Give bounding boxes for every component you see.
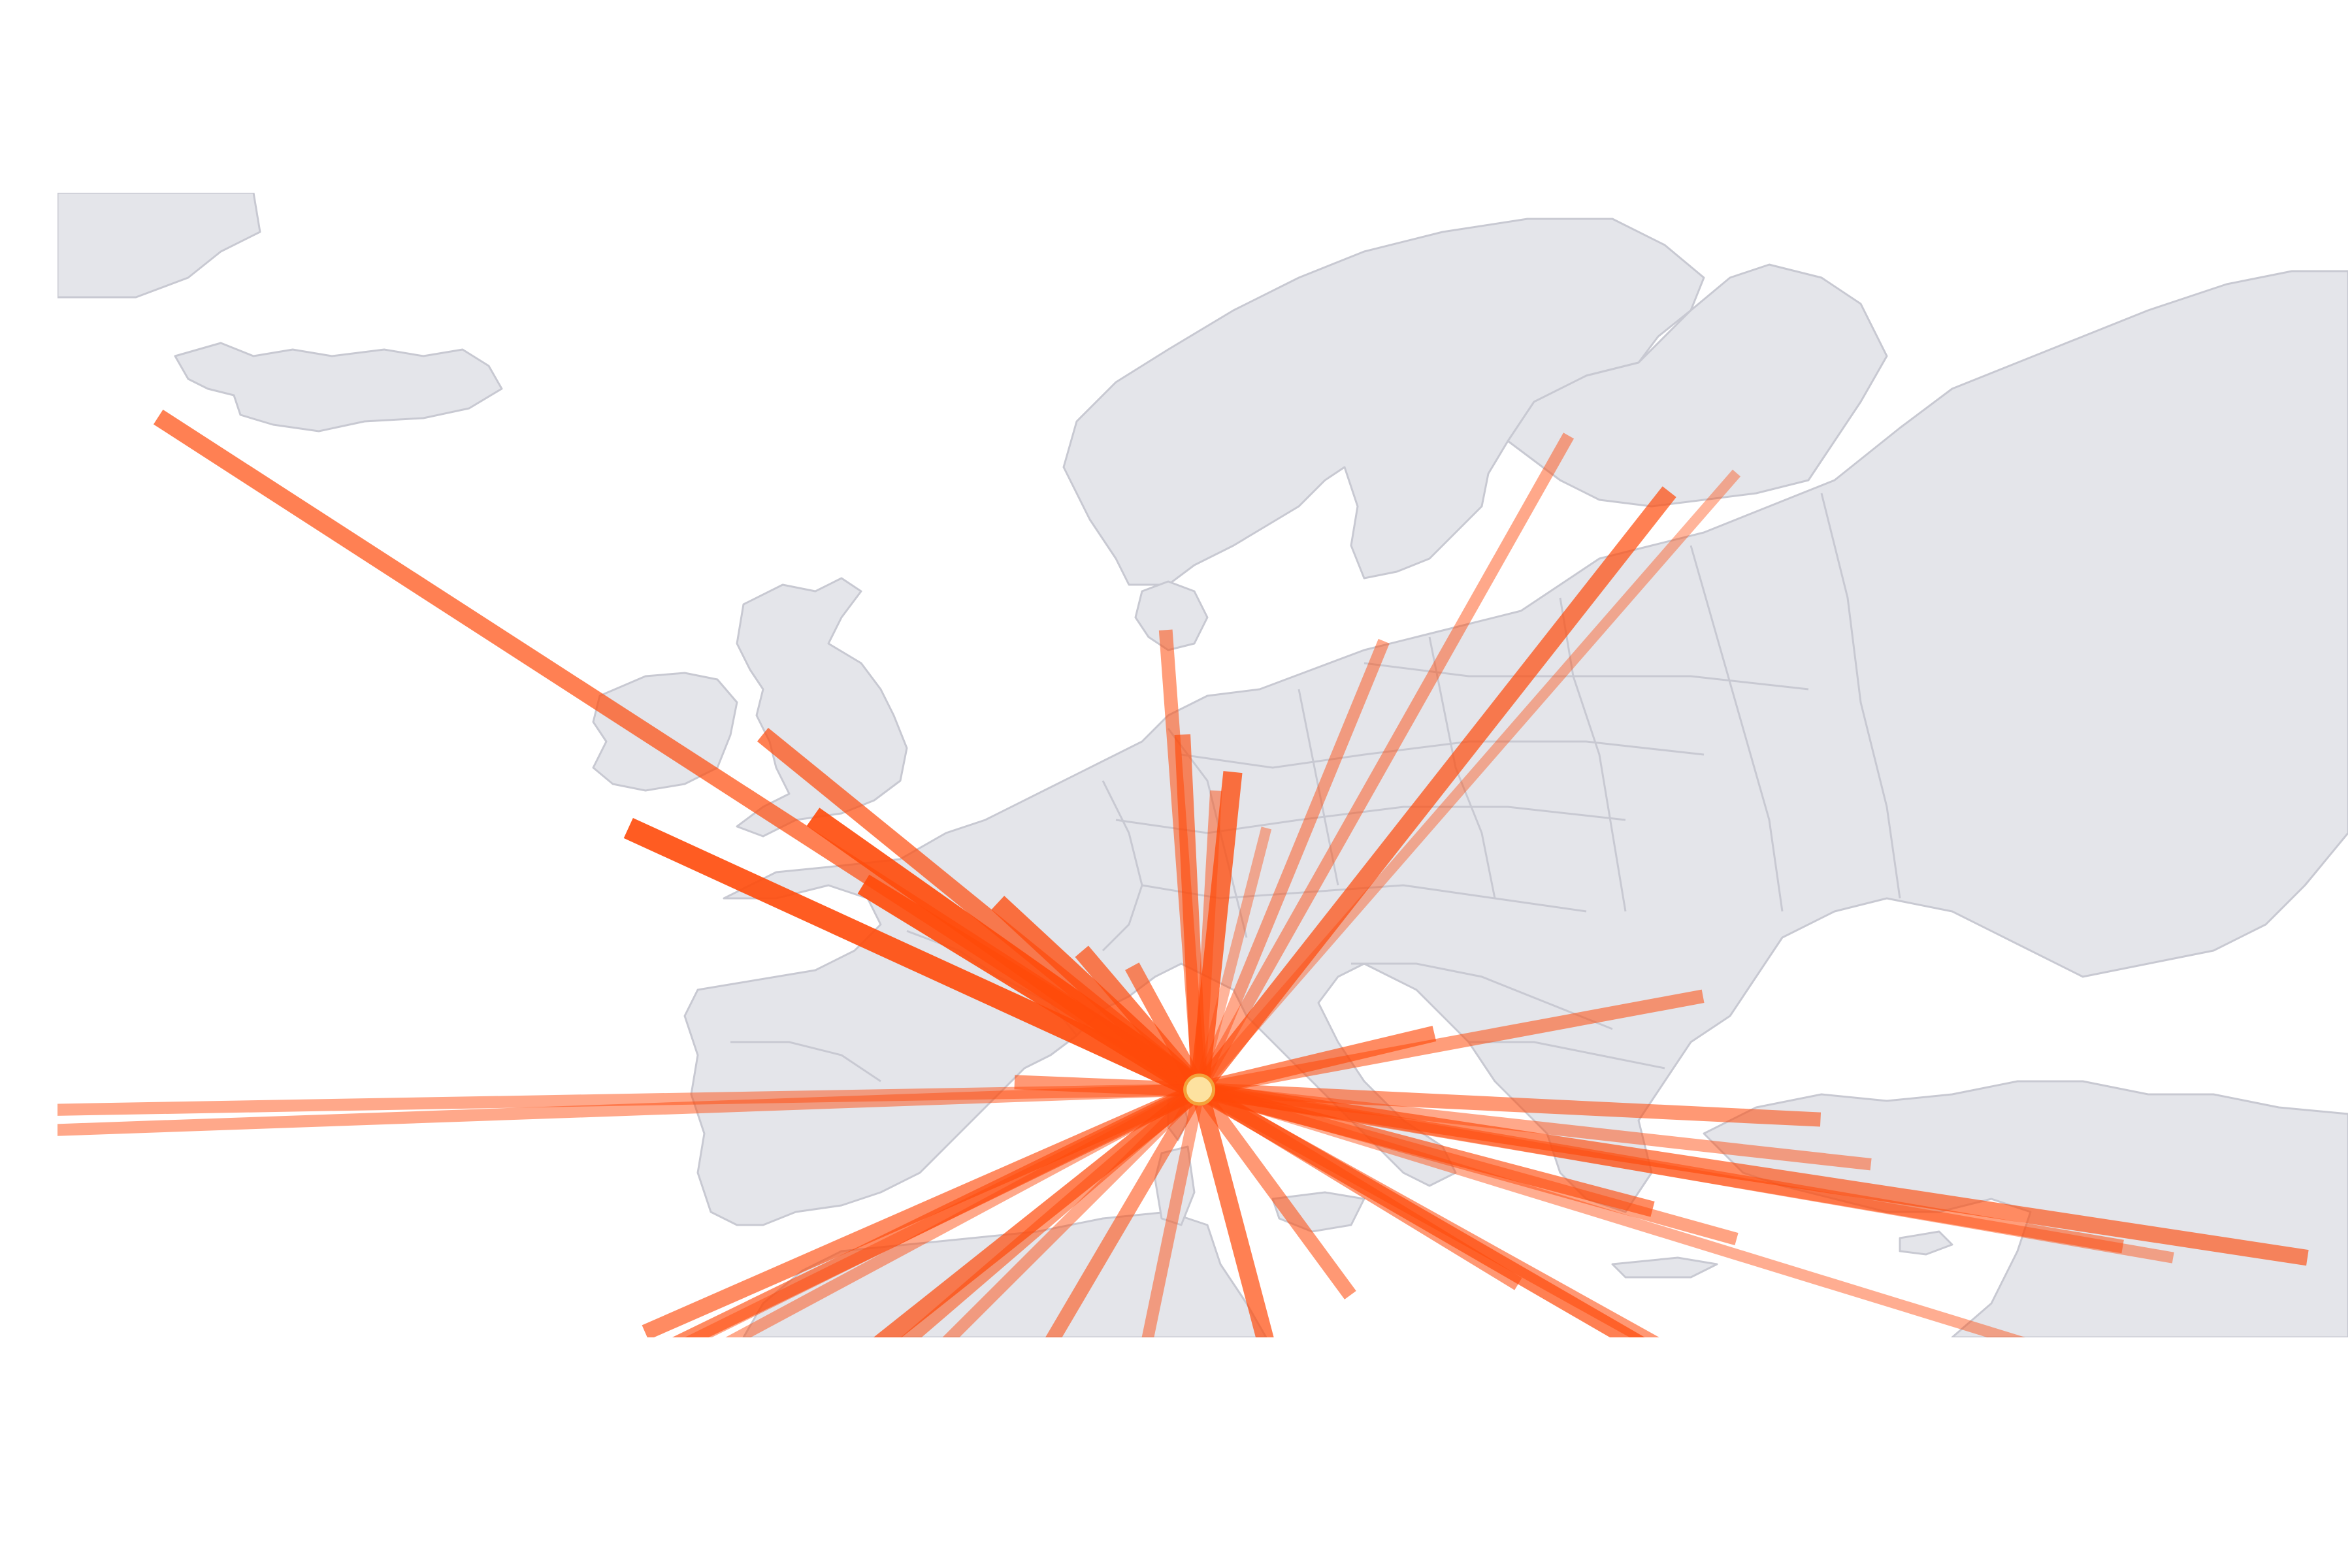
flow-line-18 [1197, 1026, 1437, 1098]
flow-line-35 [1199, 1082, 1821, 1127]
flow-lines [57, 409, 2309, 1337]
flow-line-30 [1141, 1088, 1205, 1337]
land-sardinia [1154, 1145, 1196, 1226]
flow-line-20 [57, 1083, 1200, 1116]
flow-line-12 [1194, 826, 1272, 1091]
flow-line-15 [1192, 486, 1676, 1096]
flow-line-27 [725, 1084, 1202, 1337]
flow-line-1 [623, 817, 1204, 1100]
flow-line-24 [672, 1082, 1203, 1337]
land-greenland [57, 193, 261, 299]
country-borders [730, 493, 1901, 1083]
flow-line-19 [1014, 1075, 1200, 1097]
flow-line-11 [1190, 771, 1243, 1091]
flow-line-39 [1196, 1083, 1659, 1337]
flow-line-7 [1125, 962, 1207, 1094]
hub-marker[interactable] [1183, 1073, 1216, 1106]
land-crete [1611, 1256, 1718, 1279]
flow-line-29 [1045, 1086, 1206, 1337]
flow-line-31 [1190, 1087, 1274, 1337]
land-cyprus [1899, 1230, 1953, 1256]
map-frame[interactable] [57, 193, 2348, 1337]
flow-line-42 [1198, 1083, 2124, 1254]
flow-line-26 [900, 1084, 1204, 1337]
land-iceland [174, 342, 503, 433]
hub-layer [1183, 1073, 1216, 1106]
land-denmark [1134, 580, 1209, 651]
flow-line-32 [1193, 1085, 1356, 1299]
flow-line-14 [1194, 433, 1575, 1093]
flow-line-13 [1194, 638, 1390, 1092]
europe-flow-map[interactable] [57, 193, 2348, 1337]
flow-line-28 [942, 1085, 1204, 1337]
flow-line-21 [57, 1083, 1200, 1136]
flow-line-40 [1198, 1084, 2026, 1337]
flow-line-16 [1195, 469, 1741, 1094]
flow-line-43 [1198, 1084, 2174, 1264]
flow-line-36 [1197, 1083, 1739, 1246]
